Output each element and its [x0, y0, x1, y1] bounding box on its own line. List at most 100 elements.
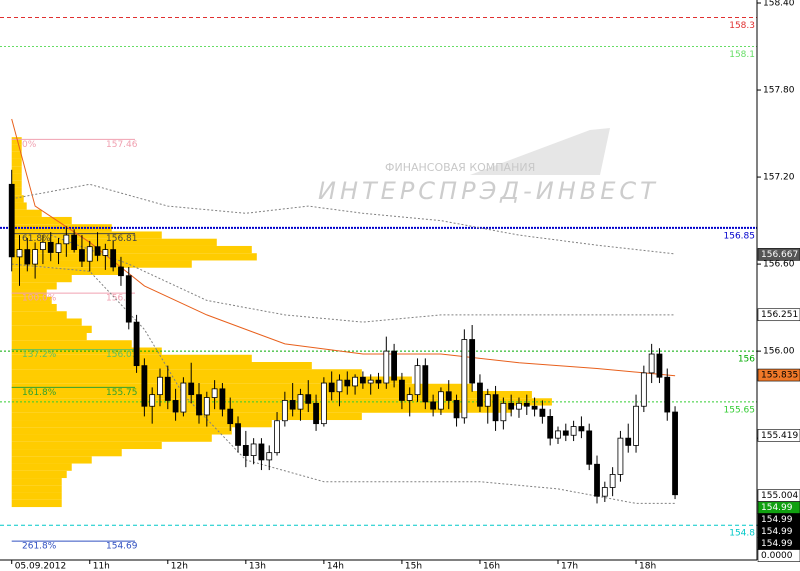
- price-tag-label: 154.99: [761, 515, 793, 525]
- candle-body: [47, 241, 54, 253]
- fibo-price: 156.4: [106, 294, 132, 304]
- profile-bar: [11, 158, 22, 167]
- candle-body: [250, 443, 257, 456]
- candle-body: [305, 394, 312, 404]
- candle-body: [328, 382, 335, 393]
- candle-body: [391, 350, 398, 381]
- candle-body: [219, 388, 226, 410]
- axis-panel-bottom: [0, 560, 757, 571]
- profile-bar: [11, 420, 272, 428]
- profile-bar: [11, 340, 132, 348]
- candle-body: [164, 376, 171, 401]
- profile-bar: [11, 166, 22, 174]
- profile-bar: [11, 267, 122, 275]
- candle-body: [242, 445, 249, 456]
- x-tick-label: 15h: [405, 562, 422, 571]
- candle-body: [118, 266, 124, 277]
- profile-bar: [11, 180, 22, 188]
- candle-body: [320, 382, 327, 425]
- fibo-pct: 137.2%: [22, 350, 57, 360]
- candle-body: [71, 234, 78, 250]
- x-tick-label: 14h: [327, 562, 344, 571]
- level-label: 158.1: [729, 50, 755, 60]
- profile-bar: [11, 485, 62, 493]
- candle-body: [383, 350, 390, 384]
- price-tag: [757, 429, 800, 442]
- candle-body: [274, 420, 280, 454]
- candle-body: [406, 394, 413, 401]
- profile-bar: [11, 144, 22, 152]
- candle-body: [266, 452, 273, 461]
- fibo-pct: 0%: [22, 140, 37, 150]
- fibo-pct: 100.0%: [22, 294, 57, 304]
- price-tag-label: 156.251: [761, 310, 798, 320]
- candle-body: [484, 394, 491, 407]
- candle-body: [180, 382, 187, 413]
- y-tick-label: 158.40: [763, 0, 795, 9]
- fibo-price: 154.69: [106, 542, 138, 552]
- indicator-line: [11, 118, 676, 377]
- price-tag: [757, 308, 800, 322]
- profile-bar: [11, 427, 232, 435]
- axis-panel: [757, 0, 800, 571]
- candle-body: [344, 379, 351, 387]
- watermark-line2: ИНТЕРСПРЭД-ИНВЕСТ: [318, 177, 659, 205]
- candle-body: [453, 400, 460, 419]
- indicator-line: [11, 263, 676, 504]
- candle-body: [469, 339, 476, 384]
- profile-bar: [11, 412, 362, 421]
- profile-bar: [11, 318, 82, 326]
- candle-body: [141, 365, 148, 407]
- candle-body: [196, 394, 202, 416]
- profile-bar: [11, 303, 57, 312]
- price-tag-label: 154.99: [761, 503, 793, 513]
- profile-bar: [11, 282, 57, 290]
- candle-body: [492, 394, 499, 422]
- watermark-line1: ФИНАНСОВАЯ КОМПАНИЯ: [385, 161, 535, 174]
- profile-bar: [11, 354, 252, 363]
- fibo-pct: 61.8%: [22, 234, 51, 244]
- candle-body: [40, 241, 46, 250]
- candle-body: [157, 376, 163, 396]
- profile-bar: [11, 463, 72, 471]
- profile-bar: [11, 231, 162, 239]
- profile-bar: [11, 187, 22, 196]
- candle-body: [578, 426, 585, 432]
- watermark-logo: [470, 128, 610, 175]
- y-tick-label: 156.00: [763, 347, 795, 357]
- profile-bar: [11, 362, 312, 370]
- profile-bar: [11, 245, 252, 254]
- candle-body: [375, 379, 382, 384]
- level-label: 154.8: [729, 529, 755, 539]
- candle-body: [281, 400, 288, 422]
- profile-bar: [11, 492, 62, 500]
- candle-body: [359, 376, 366, 384]
- x-tick-label: 05.09.2012: [15, 562, 67, 571]
- fibo-price: 156.01: [106, 350, 138, 360]
- candle-body: [32, 249, 39, 265]
- candle-body: [422, 365, 429, 403]
- candle-body: [414, 365, 421, 396]
- candle-body: [656, 353, 663, 378]
- price-tag-label: 155.004: [761, 491, 798, 501]
- profile-bar: [11, 456, 92, 464]
- candle-body: [601, 487, 608, 497]
- y-tick-label: 157.80: [763, 86, 795, 96]
- profile-bar: [11, 274, 72, 283]
- candle-body: [477, 382, 483, 407]
- profile-bar: [11, 238, 217, 246]
- profile-bar: [11, 137, 22, 145]
- profile-bar: [11, 449, 122, 457]
- candle-body: [211, 388, 218, 398]
- x-tick-label: 16h: [483, 562, 500, 571]
- candle-body: [547, 415, 554, 439]
- watermark: ФИНАНСОВАЯ КОМПАНИЯ ИНТЕРСПРЭД-ИНВЕСТ: [318, 128, 659, 205]
- candle-body: [313, 402, 319, 425]
- price-tag-label: 155.835: [761, 371, 798, 381]
- level-label: 156: [738, 355, 755, 365]
- candle-body: [516, 402, 522, 410]
- profile-bar: [11, 383, 472, 392]
- candle-body: [63, 234, 70, 245]
- candle-body: [664, 376, 671, 413]
- profile-bar: [11, 405, 512, 413]
